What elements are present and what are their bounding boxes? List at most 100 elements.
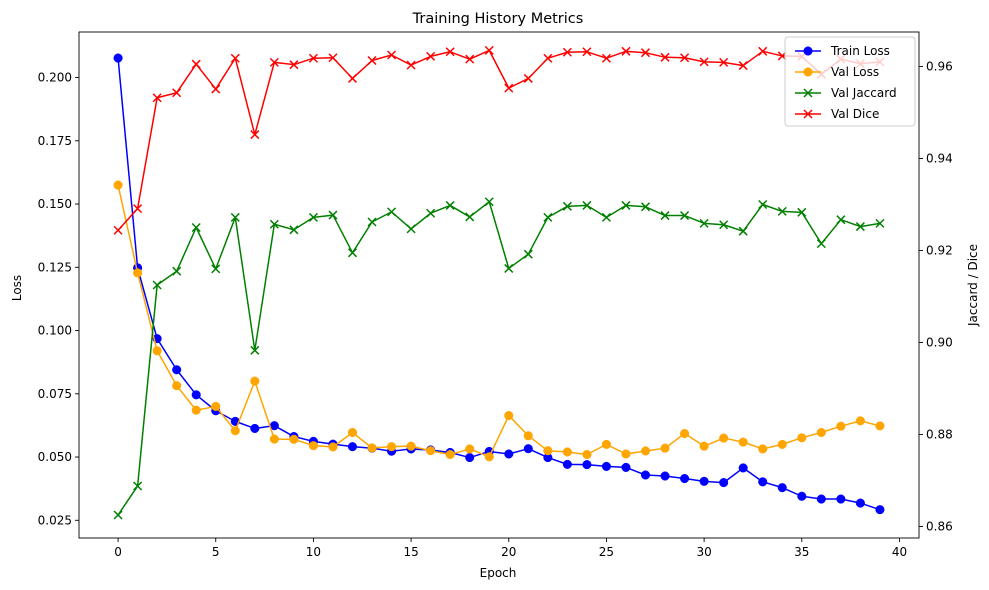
y-right-tick-label: 0.90	[926, 336, 953, 350]
val-jaccard-point	[308, 212, 318, 222]
train-loss-series	[113, 53, 885, 515]
x-axis-ticks: 0 5 10 15 20 25 30 35 40	[114, 538, 907, 559]
val-jaccard-point	[269, 219, 279, 229]
val-dice-point	[562, 47, 572, 57]
train-loss-point	[191, 390, 201, 400]
val-dice-line	[117, 49, 881, 231]
train-loss-point	[523, 444, 533, 454]
val-loss-point	[582, 449, 592, 460]
val-loss-point	[308, 441, 318, 451]
val-loss-point	[328, 442, 338, 452]
x-tick-label: 40	[892, 545, 907, 559]
y-right-axis-ticks: 0.86 0.88 0.90 0.92 0.94 0.96	[919, 60, 953, 534]
x-tick-label: 10	[306, 545, 321, 559]
val-loss-point	[836, 421, 846, 431]
val-dice-point	[719, 57, 729, 67]
legend-swatch-marker	[803, 46, 813, 56]
val-jaccard-point	[250, 345, 260, 355]
val-jaccard-point	[855, 222, 865, 232]
val-loss-point	[543, 446, 553, 456]
train-loss-point	[758, 477, 768, 487]
val-dice-point	[191, 59, 201, 69]
train-loss-point	[875, 505, 885, 515]
val-loss-point	[269, 434, 279, 444]
val-dice-point	[640, 48, 651, 58]
val-dice-point	[113, 225, 123, 235]
val-jaccard-point	[367, 217, 377, 227]
val-jaccard-point	[328, 210, 338, 220]
val-loss-point	[640, 446, 651, 456]
train-loss-point	[621, 462, 631, 472]
train-loss-point	[250, 423, 260, 434]
val-loss-point	[758, 444, 768, 454]
val-jaccard-point	[680, 211, 690, 221]
legend-swatch-marker	[803, 109, 813, 119]
val-jaccard-point	[133, 481, 143, 491]
val-jaccard-point	[504, 263, 514, 273]
val-jaccard-point	[601, 212, 611, 222]
val-jaccard-point	[445, 200, 455, 210]
val-loss-point	[855, 416, 865, 426]
train-loss-line	[117, 57, 881, 511]
val-loss-point	[875, 421, 885, 431]
val-dice-point	[621, 46, 631, 56]
val-dice-point	[289, 60, 299, 70]
val-jaccard-point	[426, 208, 436, 218]
val-jaccard-point	[191, 222, 201, 233]
val-loss-point	[660, 443, 670, 453]
val-jaccard-point	[758, 199, 768, 210]
x-tick-label: 25	[599, 545, 614, 559]
val-jaccard-point	[387, 207, 397, 217]
legend-label: Val Loss	[831, 65, 879, 79]
y-right-tick-label: 0.86	[926, 520, 953, 534]
x-tick-label: 20	[501, 545, 516, 559]
val-loss-line	[117, 184, 881, 458]
val-loss-point	[445, 449, 455, 460]
y-left-tick-label: 0.125	[38, 260, 72, 274]
chart-title: Training History Metrics	[412, 11, 584, 27]
val-dice-point	[523, 73, 533, 83]
val-dice-point	[445, 47, 455, 57]
y-right-tick-label: 0.94	[926, 152, 953, 166]
train-loss-point	[504, 449, 514, 459]
val-loss-point	[777, 439, 787, 449]
val-jaccard-point	[523, 249, 533, 259]
val-loss-point	[113, 180, 123, 190]
val-dice-point	[484, 45, 494, 55]
val-loss-point	[191, 405, 201, 415]
y-left-tick-label: 0.100	[38, 324, 72, 338]
val-loss-point	[367, 443, 377, 453]
train-loss-point	[347, 442, 358, 452]
val-dice-point	[172, 88, 182, 98]
val-dice-series	[113, 45, 885, 235]
train-loss-point	[640, 470, 651, 480]
y-left-tick-label: 0.175	[38, 134, 72, 148]
train-loss-point	[172, 365, 182, 375]
val-dice-point	[211, 84, 221, 94]
val-loss-point	[504, 410, 514, 421]
val-dice-point	[758, 46, 768, 56]
train-loss-point	[836, 494, 846, 504]
val-dice-point	[347, 73, 358, 83]
val-dice-point	[660, 52, 670, 62]
val-jaccard-point	[797, 207, 807, 217]
val-loss-point	[562, 447, 572, 457]
val-jaccard-point	[152, 280, 162, 290]
val-loss-point	[289, 434, 299, 444]
val-loss-series	[113, 180, 885, 462]
val-dice-point	[328, 53, 338, 63]
val-loss-point	[601, 439, 611, 449]
train-loss-point	[777, 483, 787, 493]
val-jaccard-point	[777, 206, 787, 216]
val-dice-point	[543, 53, 553, 63]
train-loss-point	[738, 463, 748, 473]
val-jaccard-point	[582, 200, 592, 210]
y-left-axis-label: Loss	[10, 275, 24, 301]
legend-swatch-marker	[803, 88, 813, 98]
legend-item-val-dice: Val Dice	[795, 107, 879, 121]
y-left-axis-ticks: 0.025 0.050 0.075 0.100 0.125 0.150 0.175 0.200	[38, 71, 79, 527]
val-loss-point	[250, 376, 260, 386]
train-loss-point	[562, 459, 572, 469]
val-loss-point	[406, 441, 416, 451]
val-jaccard-line	[117, 200, 881, 516]
